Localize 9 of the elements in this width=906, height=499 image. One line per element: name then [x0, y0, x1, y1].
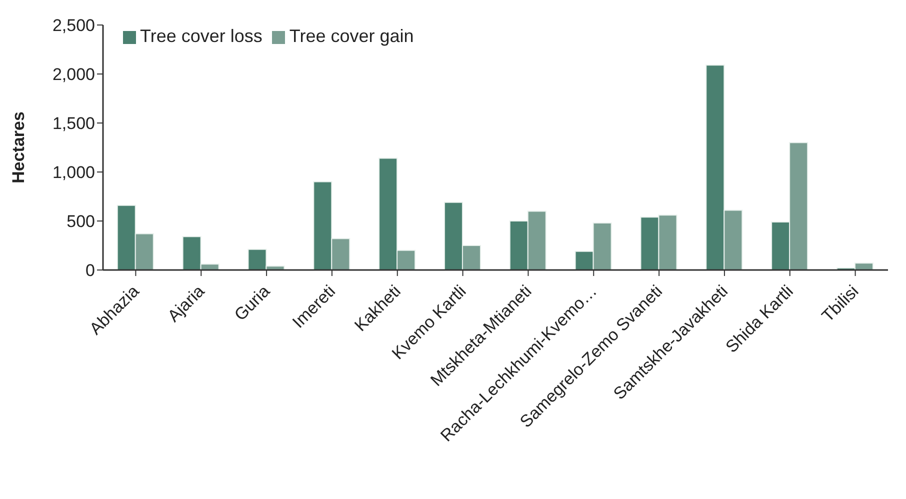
- y-tick-label: 0: [86, 261, 95, 280]
- y-tick-label: 1,000: [52, 163, 95, 182]
- legend-label: Tree cover loss: [140, 26, 262, 46]
- y-axis-title: Hectares: [9, 112, 28, 184]
- y-tick-label: 500: [66, 212, 95, 232]
- legend-label: Tree cover gain: [289, 26, 414, 46]
- y-tick-label: 2,000: [52, 65, 95, 84]
- y-tick-label: 1,500: [52, 114, 95, 134]
- y-tick-label: 2,500: [52, 16, 95, 36]
